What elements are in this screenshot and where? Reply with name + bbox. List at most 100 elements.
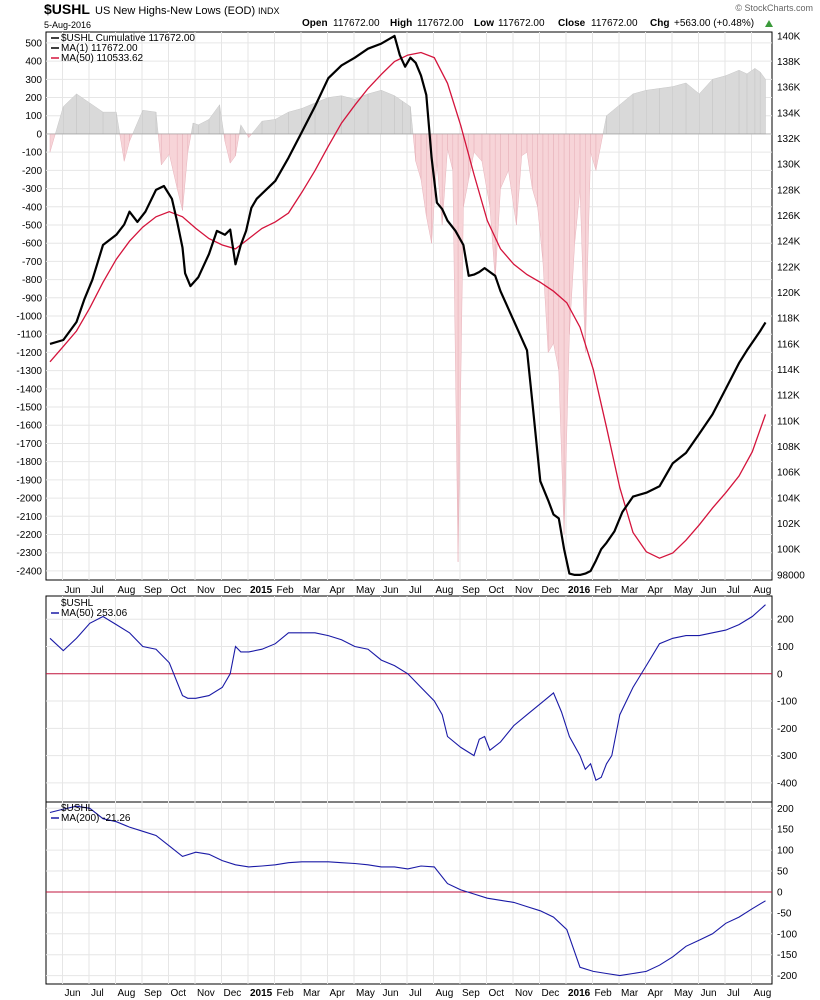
middle-tick-label: -300 [777,751,797,762]
left-tick-label: -500 [22,220,42,231]
open-value: 117672.00 [333,18,380,29]
main-x-tick-label: Jul [409,585,422,596]
bottom-x-tick-label: Apr [648,988,664,999]
right-tick-label: 134K [777,108,801,119]
close-label: Close [558,18,586,29]
main-legend-label: MA(1) 117672.00 [61,43,138,54]
main-x-tick-label: Dec [224,585,242,596]
left-tick-label: -1900 [16,475,42,486]
main-x-tick-label: Apr [648,585,664,596]
bottom-x-tick-label: May [674,988,693,999]
bottom-tick-label: -150 [777,950,797,961]
right-tick-label: 132K [777,134,801,145]
main-x-tick-label: Sep [144,585,162,596]
header-date: 5-Aug-2016 [44,20,91,30]
bottom-tick-label: -200 [777,971,797,982]
bottom-tick-label: 150 [777,825,794,836]
symbol-name: US New Highs-New Lows (EOD) [95,5,255,17]
symbol-title: $USHL [44,1,90,17]
bottom-x-tick-label: Aug [436,988,454,999]
right-tick-label: 136K [777,83,801,94]
main-x-tick-label: Mar [621,585,639,596]
bottom-x-tick-label: Oct [171,988,187,999]
main-x-tick-label: May [674,585,693,596]
main-x-tick-label: Jun [65,585,81,596]
main-legend-label: MA(50) 110533.62 [61,53,144,64]
left-tick-label: -1500 [16,403,42,414]
left-tick-label: -1400 [16,384,42,395]
middle-legend-label: $USHL [61,598,94,609]
main-x-tick-label: Oct [489,585,505,596]
left-tick-label: -300 [22,184,42,195]
bottom-x-tick-label: Jun [701,988,717,999]
left-tick-label: -1200 [16,348,42,359]
bottom-tick-label: 0 [777,887,783,898]
bottom-x-tick-label: Nov [515,988,533,999]
chg-label: Chg [650,18,669,29]
low-label: Low [474,18,494,29]
main-x-tick-label: Jun [701,585,717,596]
left-tick-label: -2100 [16,512,42,523]
middle-tick-label: 0 [777,669,783,680]
bottom-x-tick-label: Oct [489,988,505,999]
cumulative-line [49,34,767,576]
bottom-legend-label: MA(200) -21.26 [61,813,131,824]
high-value: 117672.00 [417,18,464,29]
bottom-x-tick-label: Dec [542,988,560,999]
right-tick-label: 138K [777,57,801,68]
left-tick-label: -400 [22,202,42,213]
low-value: 117672.00 [498,18,545,29]
main-x-tick-label: Mar [303,585,321,596]
middle-tick-label: -200 [777,724,797,735]
middle-panel-frame [45,595,773,803]
high-label: High [390,18,412,29]
bottom-x-tick-label: Nov [197,988,215,999]
ma50-line [49,51,767,559]
left-tick-label: -2200 [16,530,42,541]
right-tick-label: 122K [777,262,801,273]
left-tick-label: -1000 [16,312,42,323]
main-x-tick-label: Feb [595,585,613,596]
daily-area-negative [49,133,604,562]
left-tick-label: -700 [22,257,42,268]
right-tick-label: 108K [777,442,801,453]
ma200-bottom-line [49,805,766,977]
right-tick-label: 102K [777,519,801,530]
main-x-tick-label: Apr [330,585,346,596]
left-tick-label: -800 [22,275,42,286]
bottom-x-tick-label: Jun [383,988,399,999]
bottom-x-tick-label: Jul [409,988,422,999]
middle-tick-label: 200 [777,615,794,626]
main-x-tick-label: 2015 [250,585,273,596]
main-x-tick-label: Aug [754,585,772,596]
right-tick-label: 116K [777,339,800,350]
bottom-tick-label: 100 [777,846,794,857]
bottom-x-tick-label: Feb [277,988,295,999]
left-tick-label: 100 [25,111,42,122]
bottom-x-tick-label: Sep [144,988,162,999]
left-tick-label: 300 [25,75,42,86]
open-label: Open [302,18,328,29]
bottom-tick-label: 50 [777,867,789,878]
left-tick-label: -1300 [16,366,42,377]
left-tick-label: 200 [25,93,42,104]
daily-area-positive [54,67,766,135]
left-tick-label: -1600 [16,421,42,432]
bottom-x-tick-label: Mar [303,988,321,999]
left-tick-label: 400 [25,57,42,68]
right-tick-label: 100K [777,545,801,556]
bottom-x-tick-label: Jul [727,988,740,999]
right-tick-label: 98000 [777,570,805,581]
right-tick-label: 110K [777,416,800,427]
right-tick-label: 120K [777,288,801,299]
middle-tick-label: -100 [777,697,797,708]
left-tick-label: -600 [22,239,42,250]
main-x-tick-label: Nov [515,585,533,596]
left-tick-label: -2000 [16,494,42,505]
right-tick-label: 118K [777,314,800,325]
main-x-tick-label: Feb [277,585,295,596]
bottom-x-tick-label: Feb [595,988,613,999]
main-legend-label: $USHL Cumulative 117672.00 [61,33,195,44]
main-x-tick-label: Jul [727,585,740,596]
